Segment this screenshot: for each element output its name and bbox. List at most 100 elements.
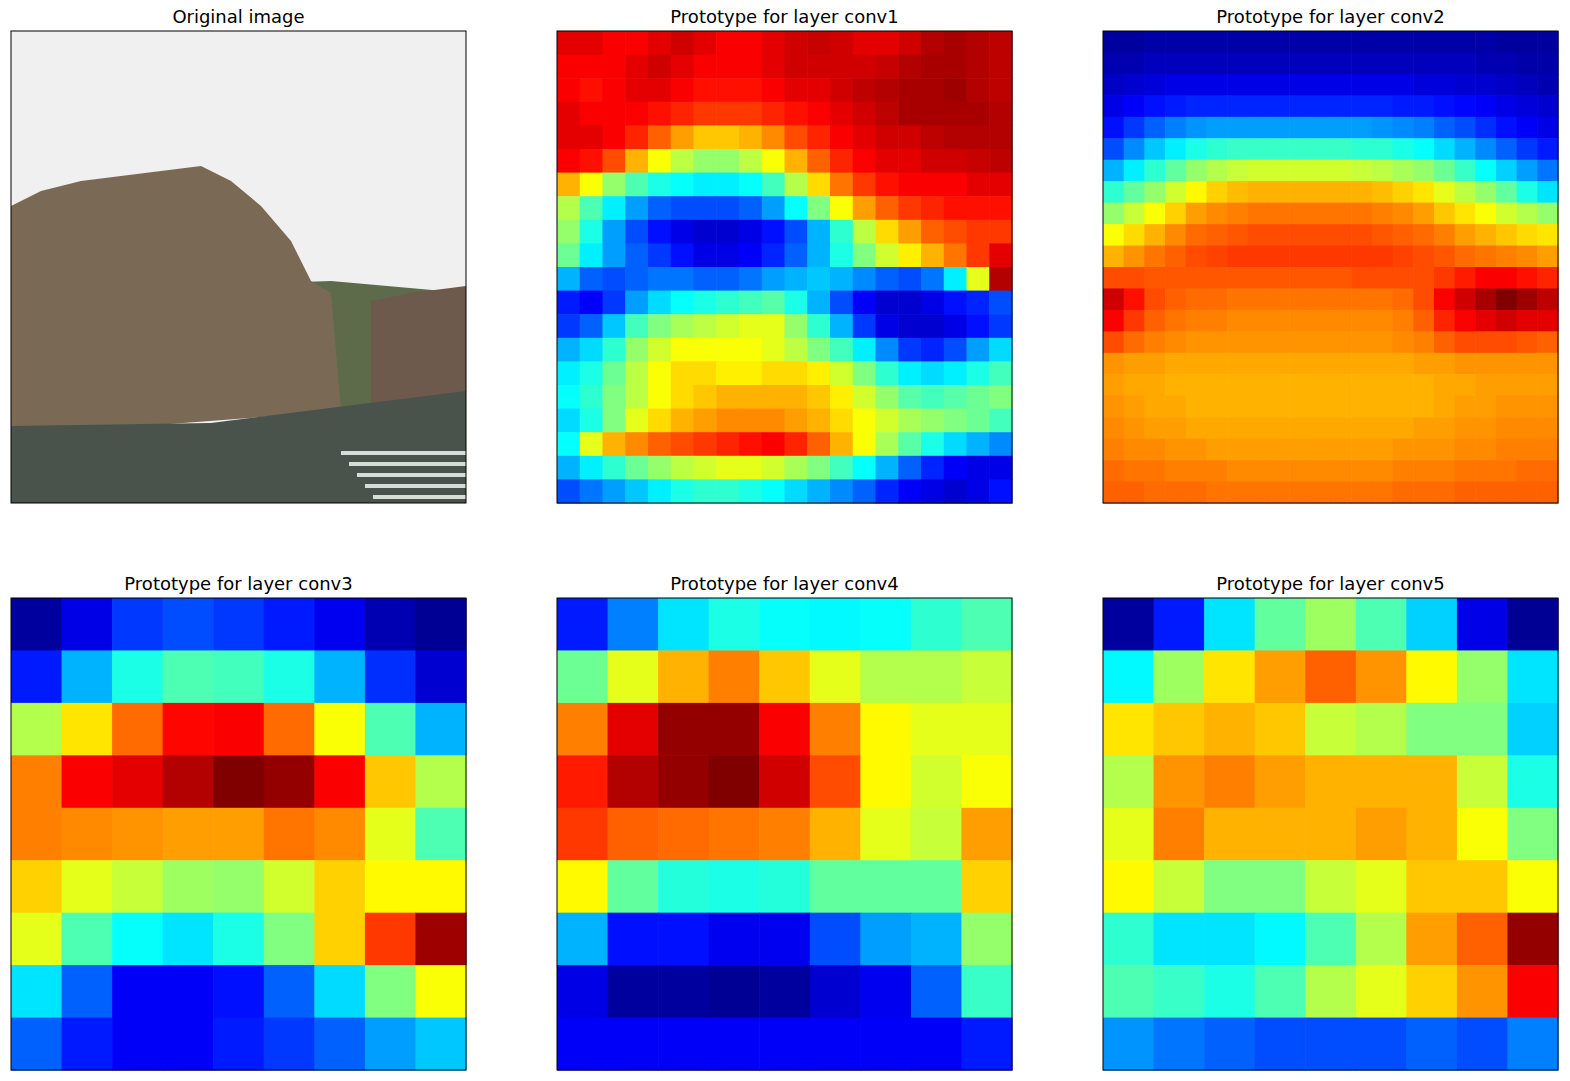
cell <box>1154 650 1205 703</box>
cell <box>1537 203 1558 225</box>
cell <box>921 125 944 149</box>
cell <box>1507 808 1558 861</box>
cell <box>1154 703 1205 756</box>
cell <box>961 703 1012 756</box>
cell <box>1351 117 1372 139</box>
cell <box>1434 267 1455 289</box>
cell <box>1331 31 1352 53</box>
cell <box>1165 439 1186 461</box>
panel: Prototype for layer conv5 <box>1103 573 1559 1071</box>
cell <box>967 220 990 244</box>
cell <box>1268 267 1289 289</box>
cell <box>1434 331 1455 353</box>
cell <box>1268 482 1289 504</box>
cell <box>1406 703 1457 756</box>
cell <box>415 598 466 651</box>
cell <box>1206 31 1227 53</box>
cell <box>648 314 671 338</box>
cell <box>898 55 921 79</box>
cell <box>1372 117 1393 139</box>
title: Prototype for layer conv4 <box>670 573 898 594</box>
cell <box>989 314 1012 338</box>
title: Prototype for layer conv5 <box>1216 573 1444 594</box>
cell <box>716 243 739 267</box>
cell <box>1537 439 1558 461</box>
cell <box>1144 95 1165 117</box>
cell <box>625 196 648 220</box>
cell <box>785 338 808 362</box>
cell <box>648 102 671 126</box>
cell <box>1475 31 1496 53</box>
cell <box>739 432 762 456</box>
cell <box>785 125 808 149</box>
cell <box>1496 181 1517 203</box>
cell <box>694 456 717 480</box>
cell <box>1268 374 1289 396</box>
cell <box>1496 288 1517 310</box>
cell <box>264 598 315 651</box>
cell <box>785 267 808 291</box>
cell <box>557 31 580 55</box>
cell <box>625 456 648 480</box>
cell <box>608 965 659 1018</box>
cell <box>1413 117 1434 139</box>
cell <box>365 913 416 966</box>
cell <box>580 361 603 385</box>
cell <box>1227 181 1248 203</box>
cell <box>671 149 694 173</box>
cell <box>625 125 648 149</box>
cell <box>112 965 163 1018</box>
cell <box>557 385 580 409</box>
cell <box>860 703 911 756</box>
cell <box>1356 755 1407 808</box>
cell <box>898 102 921 126</box>
cell <box>739 338 762 362</box>
cell <box>694 479 717 503</box>
cell <box>967 149 990 173</box>
cell <box>1227 288 1248 310</box>
cell <box>807 125 830 149</box>
cell <box>830 361 853 385</box>
cell <box>1475 331 1496 353</box>
cell <box>1517 95 1538 117</box>
cell <box>1351 439 1372 461</box>
cell <box>830 55 853 79</box>
cell <box>1331 374 1352 396</box>
cell <box>625 55 648 79</box>
cell <box>1406 1018 1457 1071</box>
cell <box>608 913 659 966</box>
cell <box>1537 417 1558 439</box>
cell <box>785 149 808 173</box>
cell <box>1165 31 1186 53</box>
cell <box>1393 203 1414 225</box>
cell <box>1393 374 1414 396</box>
cell <box>860 965 911 1018</box>
cell <box>716 291 739 315</box>
cell <box>1103 598 1154 651</box>
cell <box>1268 138 1289 160</box>
cell <box>1165 374 1186 396</box>
cell <box>1103 288 1124 310</box>
cell <box>716 314 739 338</box>
cell <box>625 243 648 267</box>
cell <box>1537 374 1558 396</box>
cell <box>415 808 466 861</box>
cell <box>944 385 967 409</box>
cell <box>314 965 365 1018</box>
cell <box>1372 181 1393 203</box>
cell <box>603 432 626 456</box>
cell <box>1434 181 1455 203</box>
cell <box>1434 310 1455 332</box>
cell <box>1356 703 1407 756</box>
cell <box>1144 181 1165 203</box>
cell <box>807 220 830 244</box>
cell <box>1124 353 1145 375</box>
cell <box>807 385 830 409</box>
cell <box>112 755 163 808</box>
cell <box>1455 482 1476 504</box>
cell <box>1289 267 1310 289</box>
cell <box>1186 224 1207 246</box>
cell <box>1537 160 1558 182</box>
cell <box>853 196 876 220</box>
cell <box>671 220 694 244</box>
